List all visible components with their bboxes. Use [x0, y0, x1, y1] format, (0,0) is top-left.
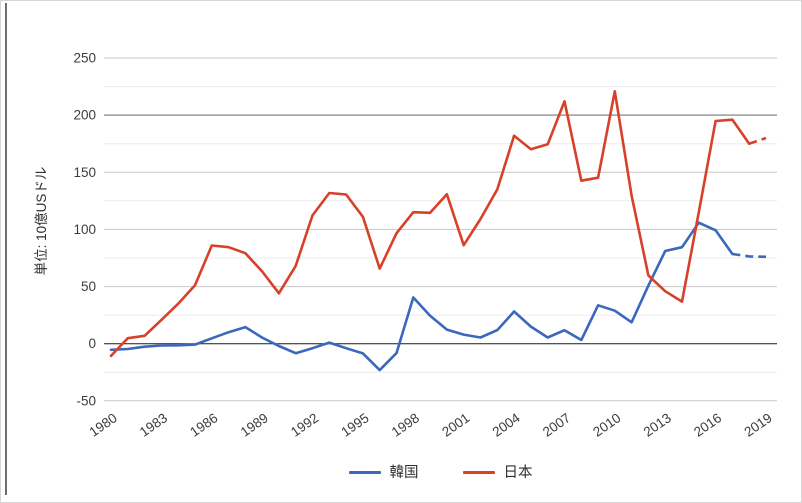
x-tick-label: 1983 — [137, 410, 170, 440]
x-tick-label: 1989 — [238, 410, 271, 440]
x-tick-label: 2016 — [691, 410, 724, 440]
x-tick-label: 2004 — [490, 410, 524, 440]
chart-legend: 韓国 日本 — [104, 464, 777, 481]
series-line-korea — [109, 221, 734, 372]
series-line-japan — [109, 90, 751, 358]
x-tick-label: 1995 — [338, 410, 371, 440]
y-tick-label: 250 — [73, 51, 96, 66]
x-tick-label: 1986 — [187, 410, 220, 440]
legend-swatch-korea — [348, 471, 381, 475]
legend-item-japan: 日本 — [462, 464, 533, 481]
y-tick-label: 150 — [73, 165, 96, 180]
y-tick-label: 0 — [88, 336, 96, 351]
y-tick-label: 100 — [73, 222, 96, 237]
x-tick-label: 1980 — [87, 410, 120, 440]
x-tick-label: 2019 — [742, 410, 775, 440]
x-tick-label: 1998 — [389, 410, 422, 440]
y-tick-label: -50 — [76, 393, 96, 408]
series-line-japan-dashed — [748, 136, 767, 145]
legend-item-korea: 韓国 — [348, 464, 419, 481]
legend-swatch-japan — [462, 471, 495, 475]
y-tick-label: 50 — [81, 279, 96, 294]
x-tick-label: 2007 — [540, 410, 573, 440]
x-tick-label: 2001 — [439, 410, 472, 440]
window-left-edge — [5, 3, 7, 495]
x-tick-label: 1992 — [288, 410, 321, 440]
x-tick-label: 2013 — [641, 410, 674, 440]
legend-label-japan: 日本 — [503, 464, 533, 481]
series-line-korea-dashed — [732, 252, 767, 259]
y-tick-label: 200 — [73, 108, 96, 123]
legend-label-korea: 韓国 — [389, 464, 419, 481]
x-tick-label: 2010 — [590, 410, 623, 440]
